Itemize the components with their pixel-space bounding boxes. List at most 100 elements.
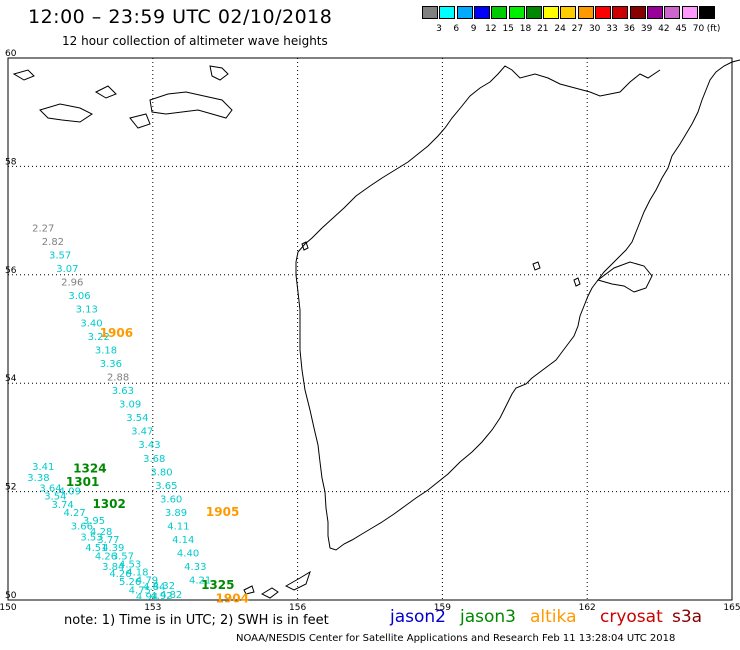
- wave-height-point: 3.89: [165, 508, 187, 519]
- wave-height-point: 3.64: [39, 484, 61, 495]
- scale-label: 42: [658, 24, 670, 34]
- scale-swatch: [698, 6, 715, 19]
- scale-label: 36: [623, 24, 636, 34]
- wave-height-point: 3.54: [44, 492, 66, 503]
- satellite-legend-item: s3a: [672, 607, 703, 627]
- wave-height-point: 3.54: [126, 413, 148, 424]
- scale-swatch: [646, 6, 663, 19]
- wave-height-point: 3.60: [160, 494, 182, 505]
- satellite-legend-item: cryosat: [600, 607, 663, 627]
- x-tick-label: 159: [434, 603, 451, 613]
- wave-height-point: 4.28: [90, 527, 112, 538]
- scale-swatch: [508, 6, 525, 19]
- wave-height-point: 4.79: [136, 576, 158, 587]
- scale-unit: (ft): [706, 24, 721, 34]
- page-title: 12:00 – 23:59 UTC 02/10/2018: [28, 6, 333, 28]
- page-subtitle: 12 hour collection of altimeter wave hei…: [62, 34, 328, 48]
- scale-label: 33: [606, 24, 618, 34]
- wave-height-point: 3.43: [138, 440, 160, 451]
- track-time-label: 1904: [216, 592, 249, 606]
- track-time-label: 1906: [100, 326, 133, 340]
- scale-swatch: [612, 6, 629, 19]
- map-frame: [7, 57, 733, 601]
- wave-height-point: 3.57: [112, 551, 134, 562]
- wave-height-point: 4.21: [189, 576, 211, 587]
- y-tick-label: 58: [5, 157, 17, 167]
- scale-label: 27: [571, 24, 584, 34]
- wave-height-point: 2.88: [107, 372, 129, 383]
- x-tick-label: 162: [579, 603, 596, 613]
- track-time-label: 1301: [66, 475, 99, 489]
- data-points: 2.27 2.82 3.57 3.07 2.96 3.06 3.13 3.40 3.22 3.18…: [27, 223, 211, 603]
- wave-height-point: 3.09: [119, 400, 141, 411]
- y-axis-ticks: 50 52 54 56 58 60: [5, 49, 17, 601]
- track-time-label: 1325: [201, 578, 234, 592]
- track-time-label: 1324: [73, 462, 106, 476]
- scale-swatch: [577, 6, 594, 19]
- scale-swatch: [473, 6, 490, 19]
- wave-height-point: 5.26: [119, 577, 141, 588]
- scale-swatch: [456, 6, 473, 19]
- scale-swatch: [439, 6, 456, 19]
- wave-height-point: 3.53: [80, 532, 102, 543]
- track-time-label: 1302: [92, 497, 125, 511]
- wave-height-point: 3.22: [88, 332, 110, 343]
- wave-height-point: 3.07: [56, 264, 78, 275]
- scale-swatch: [422, 6, 438, 19]
- wave-height-point: 3.74: [51, 500, 73, 511]
- scale-label: 21: [537, 24, 549, 34]
- wave-height-point: 4.09: [59, 486, 81, 497]
- wave-height-point: 4.51: [85, 543, 107, 554]
- scale-label: 15: [502, 24, 514, 34]
- wave-height-point: 4.40: [177, 549, 199, 560]
- y-tick-label: 60: [5, 49, 17, 59]
- track-time-label: 1905: [206, 505, 239, 519]
- x-tick-label: 150: [0, 603, 17, 613]
- wave-height-point: 3.40: [80, 318, 102, 329]
- wave-height-point: 4.75: [129, 585, 151, 596]
- wave-height-point: 3.84: [102, 562, 124, 573]
- wave-height-point: 3.66: [71, 522, 93, 533]
- wave-height-point: 4.39: [102, 543, 124, 554]
- footer-note: note: 1) Time is in UTC; 2) SWH is in fe…: [64, 613, 329, 628]
- wave-height-point: 4.27: [64, 508, 86, 519]
- wave-height-point: 4.26: [109, 569, 131, 580]
- wave-height-point: 3.95: [83, 516, 105, 527]
- scale-label: 30: [588, 24, 601, 34]
- wave-height-point: 4.18: [126, 568, 148, 579]
- wave-height-point: 4.32: [153, 581, 175, 592]
- scale-swatch: [629, 6, 646, 19]
- scale-label: 12: [485, 24, 497, 34]
- y-tick-label: 52: [5, 483, 16, 493]
- map-grid: [7, 57, 733, 601]
- footer-credit: NOAA/NESDIS Center for Satellite Applica…: [236, 633, 676, 644]
- coastline: [12, 59, 740, 599]
- y-tick-label: 56: [5, 266, 17, 276]
- wave-height-point: 4.14: [172, 535, 194, 546]
- scale-swatch: [543, 6, 560, 19]
- wave-height-point: 4.26: [95, 551, 117, 562]
- wave-height-point: 3.41: [32, 462, 54, 473]
- wave-height-point: 3.36: [100, 359, 122, 370]
- satellite-legend-item: jason3: [460, 607, 516, 627]
- wave-height-point: 4.82: [160, 590, 182, 601]
- wave-height-point: 4.11: [167, 522, 189, 533]
- wave-height-point: 3.13: [76, 305, 98, 316]
- wave-height-point: 3.38: [27, 473, 49, 484]
- satellite-legend-item: jason2: [390, 607, 446, 627]
- x-axis-ticks: 150 153 156 159 162 165: [0, 603, 740, 613]
- satellite-legend-item: altika: [530, 607, 577, 627]
- scale-label: 9: [470, 24, 477, 34]
- wave-height-point: 3.68: [143, 454, 165, 465]
- scale-label: 24: [554, 24, 566, 34]
- scale-label: 45: [675, 24, 687, 34]
- wave-height-point: 4.53: [119, 559, 141, 570]
- wave-height-point: 3.80: [150, 467, 172, 478]
- scale-label: 39: [640, 24, 653, 34]
- scale-label: 3: [436, 24, 442, 34]
- y-tick-label: 54: [5, 374, 17, 384]
- scale-swatch: [491, 6, 508, 19]
- scale-swatch: [525, 6, 542, 19]
